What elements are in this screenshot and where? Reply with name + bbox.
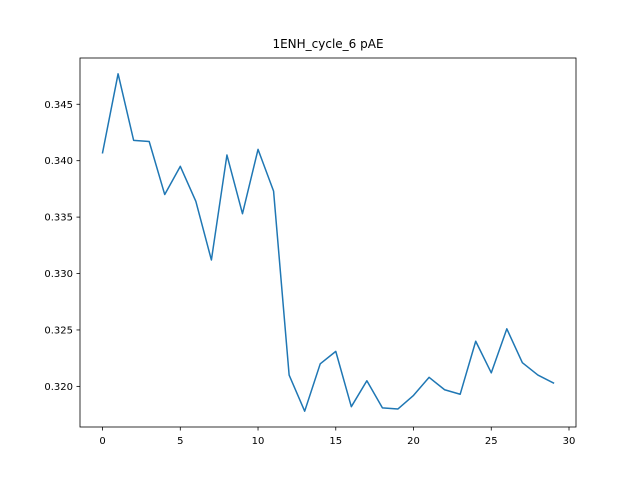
chart-title: 1ENH_cycle_6 pAE xyxy=(272,37,383,51)
x-tick-label: 20 xyxy=(407,436,420,447)
x-tick-label: 10 xyxy=(252,436,265,447)
plot-frame xyxy=(79,57,577,428)
x-tick-label: 0 xyxy=(99,436,105,447)
y-tick-label: 0.340 xyxy=(44,156,73,167)
x-tick-label: 5 xyxy=(177,436,183,447)
y-tick-label: 0.330 xyxy=(44,269,73,280)
y-tick-label: 0.335 xyxy=(44,213,73,224)
series-line xyxy=(101,73,555,412)
y-tick-label: 0.345 xyxy=(44,100,73,111)
x-tick-label: 15 xyxy=(329,436,342,447)
x-axis: 0 5 10 15 20 25 30 xyxy=(99,427,575,447)
x-tick-label: 30 xyxy=(563,436,576,447)
y-tick-label: 0.320 xyxy=(44,382,73,393)
y-tick-label: 0.325 xyxy=(44,325,73,336)
x-tick-label: 25 xyxy=(485,436,498,447)
y-axis: 0.320 0.325 0.330 0.335 0.340 0.345 xyxy=(44,100,80,393)
